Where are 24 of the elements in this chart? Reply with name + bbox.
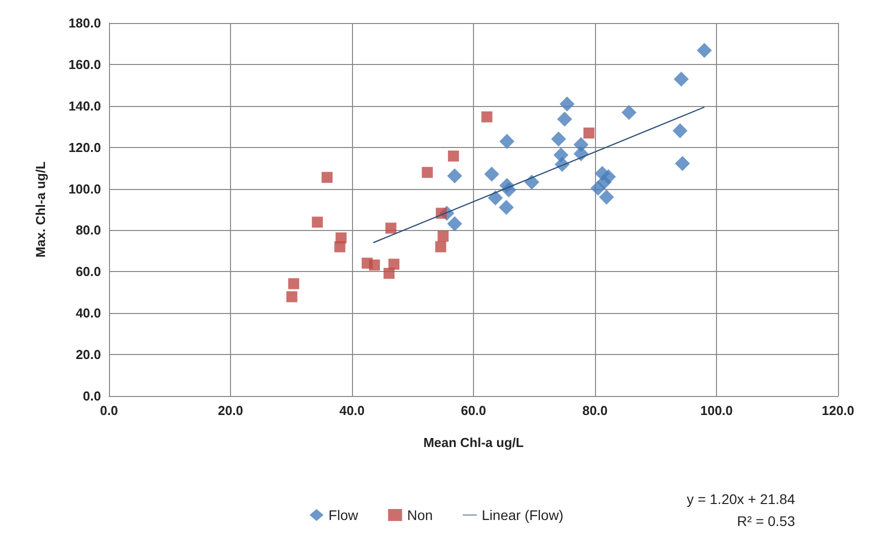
x-tick-label: 120.0 — [822, 403, 854, 418]
text: R² = 0.53 — [737, 513, 796, 529]
x-axis-title: Mean Chl-a ug/L — [423, 435, 524, 450]
x-tick-label: 100.0 — [700, 403, 733, 418]
y-tick-label: 140.0 — [68, 98, 101, 114]
x-tick-label: 40.0 — [339, 403, 365, 418]
y-tick-label: 40.0 — [76, 306, 101, 321]
y-tick-label: 0.0 — [82, 388, 101, 404]
x-tick-label: 0.0 — [100, 403, 118, 418]
x-tick-label: 80.0 — [582, 403, 608, 418]
y-tick-label: 160.0 — [68, 56, 101, 72]
x-tick-label: 60.0 — [460, 403, 486, 418]
y-tick-label: 80.0 — [76, 222, 101, 238]
y-tick-label: 100.0 — [68, 181, 101, 196]
legend-label: Flow — [328, 507, 359, 523]
text: y = 1.20x + 21.84 — [686, 491, 796, 507]
y-tick-label: 180.0 — [68, 16, 101, 30]
y-tick-label: 20.0 — [76, 347, 101, 362]
legend-label: Linear (Flow) — [482, 507, 564, 523]
legend-label: Non — [407, 507, 433, 523]
y-tick-label: 60.0 — [76, 264, 101, 280]
y-tick-label: 120.0 — [68, 140, 101, 155]
x-tick-label: 20.0 — [218, 403, 244, 418]
y-axis-title: Max. Chl-a ug/L — [33, 161, 48, 258]
